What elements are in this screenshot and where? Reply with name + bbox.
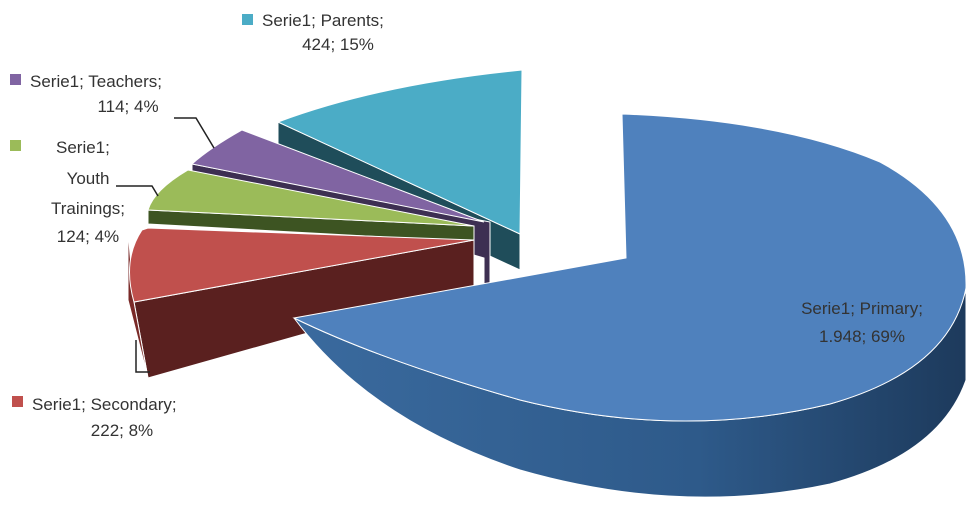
primary-label-line2: 1.948; 69% xyxy=(819,327,905,346)
secondary-top xyxy=(129,227,475,303)
pie-slice-primary xyxy=(292,113,967,498)
youth-top xyxy=(147,169,475,227)
primary-label-line1: Serie1; Primary; xyxy=(801,299,923,318)
secondary-label-line1: Serie1; Secondary; xyxy=(32,395,177,414)
teachers-label-line1: Serie1; Teachers; xyxy=(30,72,162,91)
secondary-label-line2: 222; 8% xyxy=(91,421,153,440)
youth-label-line2: Youth xyxy=(67,169,110,188)
secondary-leader-line xyxy=(135,340,150,373)
secondary-legend-key xyxy=(12,396,23,407)
parents-legend-key xyxy=(242,14,253,25)
youth-label-line1: Serie1; xyxy=(56,138,110,157)
parents-top xyxy=(276,69,523,235)
youth-legend-key xyxy=(10,140,21,151)
youth-leader-line xyxy=(116,185,159,197)
parents-label-line2: 424; 15% xyxy=(302,35,374,54)
teachers-label-line2: 114; 4% xyxy=(97,97,158,116)
teachers-legend-key xyxy=(10,74,21,85)
pie-slice-youth-trainings xyxy=(147,169,475,243)
primary-top xyxy=(292,113,967,422)
youth-label-line4: 124; 4% xyxy=(57,227,119,246)
youth-label-line3: Trainings; xyxy=(51,199,125,218)
teachers-leader-line xyxy=(174,117,215,149)
pie-slice-secondary xyxy=(127,227,475,379)
parents-label-line1: Serie1; Parents; xyxy=(262,11,384,30)
